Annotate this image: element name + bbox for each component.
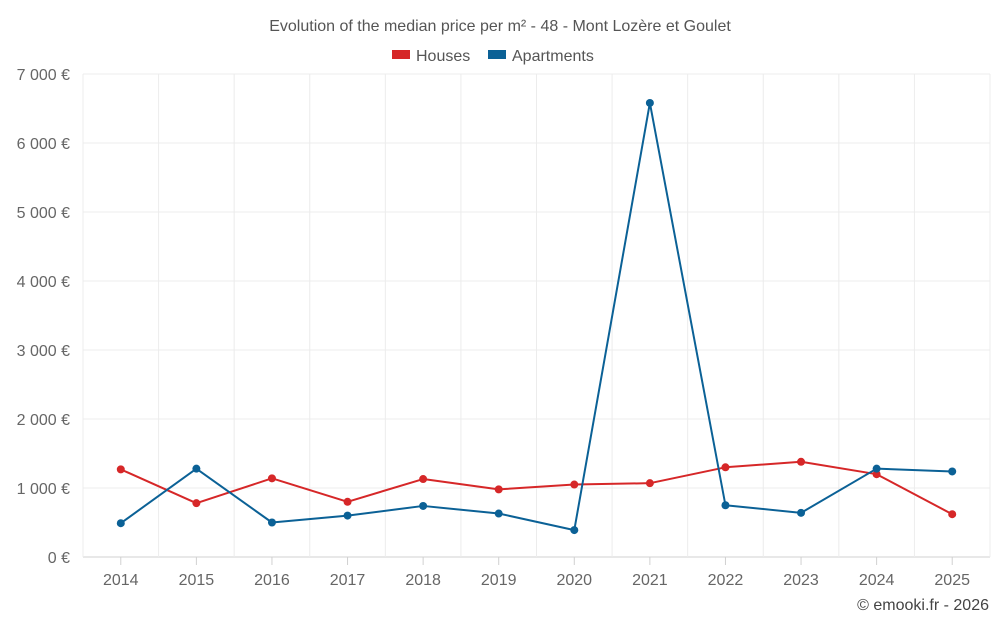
data-point-houses[interactable] <box>267 474 276 483</box>
x-tick-label: 2018 <box>405 572 441 589</box>
y-tick-label: 2 000 € <box>17 412 70 429</box>
data-point-apartments[interactable] <box>797 508 806 517</box>
data-point-apartments[interactable] <box>570 526 579 535</box>
data-point-houses[interactable] <box>797 457 806 466</box>
x-tick-label: 2016 <box>254 572 290 589</box>
y-tick-label: 1 000 € <box>17 481 70 498</box>
data-point-apartments[interactable] <box>116 519 125 528</box>
chart-title: Evolution of the median price per m² - 4… <box>269 18 731 35</box>
x-tick-label: 2017 <box>330 572 366 589</box>
data-point-apartments[interactable] <box>494 509 503 518</box>
data-point-houses[interactable] <box>494 485 503 494</box>
x-tick-label: 2024 <box>859 572 895 589</box>
legend-swatch-houses <box>392 50 410 59</box>
legend-label-houses: Houses <box>416 48 470 65</box>
data-point-houses[interactable] <box>116 465 125 474</box>
data-point-houses[interactable] <box>721 463 730 472</box>
data-point-houses[interactable] <box>419 475 428 484</box>
data-point-apartments[interactable] <box>872 464 881 473</box>
data-point-apartments[interactable] <box>419 501 428 510</box>
legend-swatch-apartments <box>488 50 506 59</box>
series-apartments <box>116 98 957 535</box>
data-point-houses[interactable] <box>872 470 881 479</box>
legend-item-apartments[interactable]: Apartments <box>488 48 594 65</box>
x-tick-label: 2022 <box>708 572 744 589</box>
y-tick-label: 4 000 € <box>17 274 70 291</box>
x-tick-label: 2021 <box>632 572 668 589</box>
credit-text: © emooki.fr - 2026 <box>857 597 989 614</box>
y-tick-label: 6 000 € <box>17 136 70 153</box>
x-tick-label: 2020 <box>556 572 592 589</box>
data-point-houses[interactable] <box>948 510 957 519</box>
x-tick-label: 2014 <box>103 572 139 589</box>
data-point-houses[interactable] <box>645 479 654 488</box>
legend[interactable]: Houses Apartments <box>392 48 594 65</box>
x-tick-label: 2015 <box>179 572 215 589</box>
y-tick-label: 5 000 € <box>17 205 70 222</box>
grid <box>82 73 991 558</box>
y-tick-label: 0 € <box>48 550 70 567</box>
y-tick-label: 3 000 € <box>17 343 70 360</box>
data-point-apartments[interactable] <box>645 98 654 107</box>
data-point-apartments[interactable] <box>948 467 957 476</box>
data-point-apartments[interactable] <box>267 518 276 527</box>
y-axis: 0 € 1 000 € 2 000 € 3 000 € 4 000 € 5 000 € 6 … <box>17 67 70 567</box>
data-point-houses[interactable] <box>570 480 579 489</box>
x-axis: 2014 2015 2016 2017 2018 2019 2020 2021 2022 2023… <box>103 557 970 589</box>
data-point-houses[interactable] <box>343 497 352 506</box>
data-point-houses[interactable] <box>192 499 201 508</box>
series-houses <box>116 457 957 519</box>
legend-label-apartments: Apartments <box>512 48 594 65</box>
x-tick-label: 2025 <box>934 572 970 589</box>
x-tick-label: 2023 <box>783 572 819 589</box>
y-tick-label: 7 000 € <box>17 67 70 84</box>
legend-item-houses[interactable]: Houses <box>392 48 470 65</box>
series <box>116 98 957 535</box>
series-line-apartments <box>120 101 953 532</box>
data-point-apartments[interactable] <box>192 464 201 473</box>
data-point-apartments[interactable] <box>343 511 352 520</box>
data-point-apartments[interactable] <box>721 501 730 510</box>
series-line-houses <box>120 460 953 516</box>
x-tick-label: 2019 <box>481 572 517 589</box>
